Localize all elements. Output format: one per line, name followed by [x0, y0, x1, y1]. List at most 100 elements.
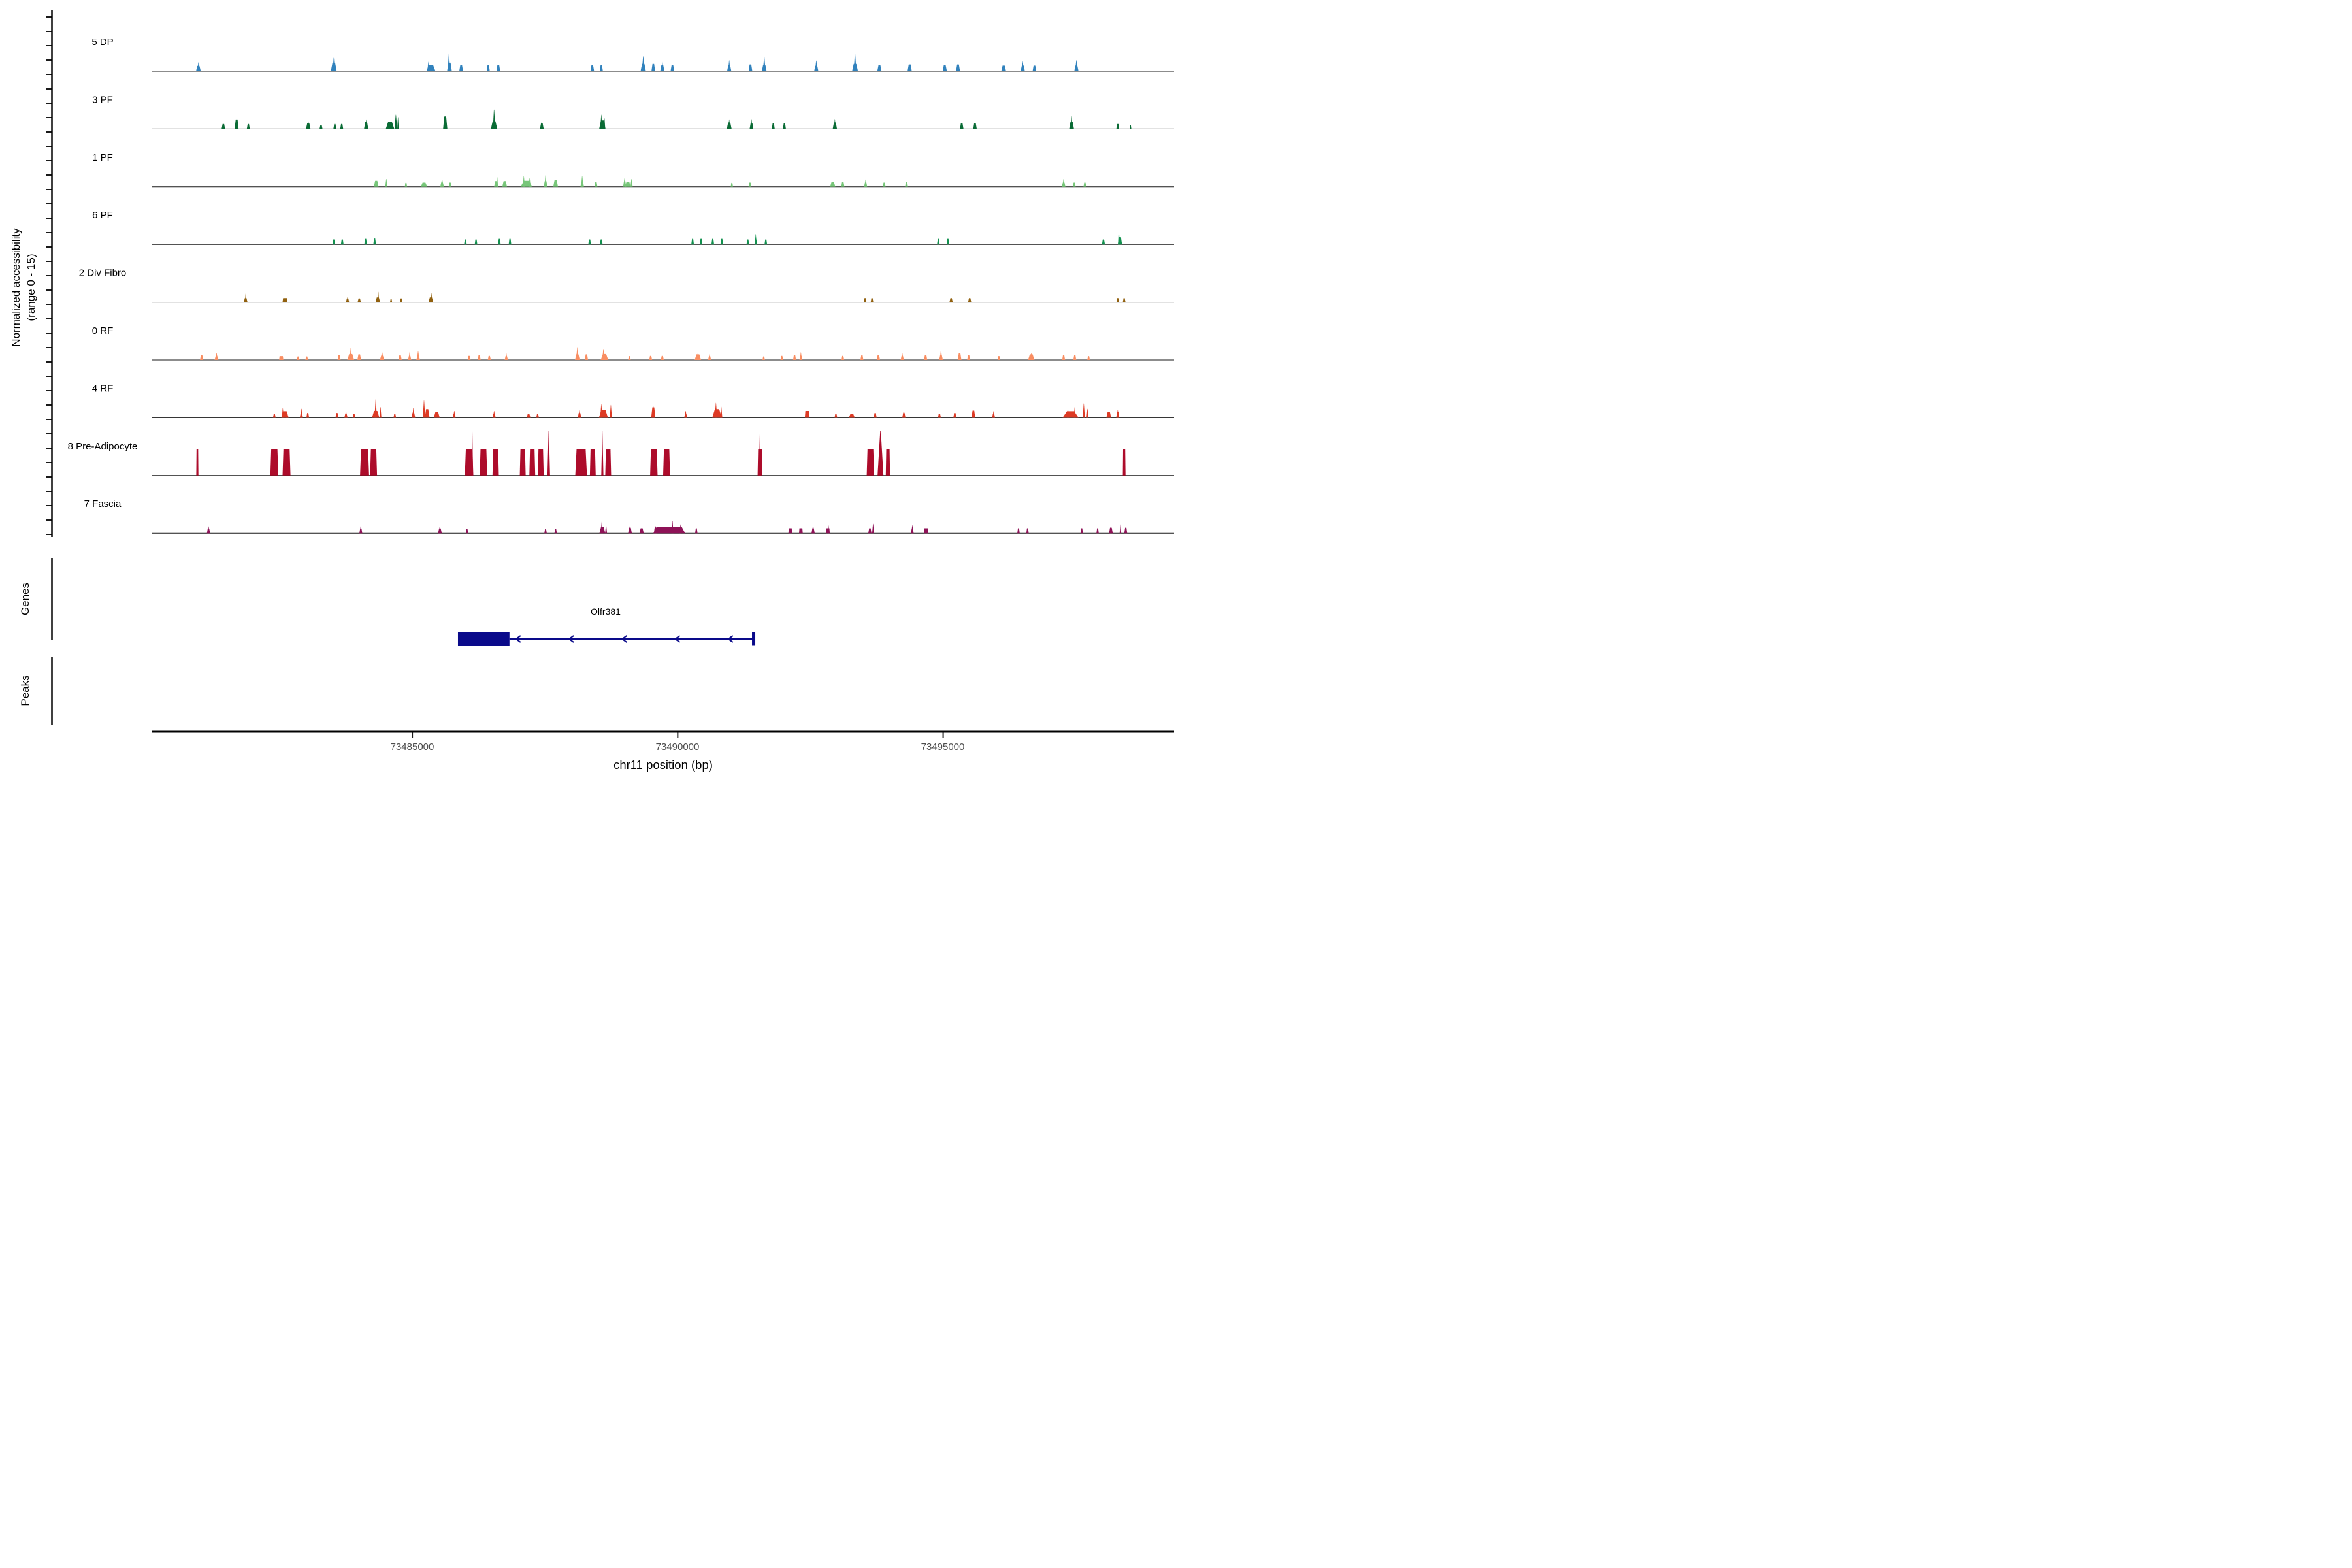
coverage-peak: [772, 123, 775, 129]
coverage-peak: [590, 65, 595, 71]
coverage-peak: [783, 123, 786, 129]
y-axis-label-line2: (range 0 - 15): [25, 254, 37, 321]
coverage-peak: [404, 182, 408, 187]
coverage-peak: [425, 409, 430, 418]
coverage-peak: [600, 404, 602, 418]
coverage-peak: [444, 116, 446, 129]
coverage-peak: [639, 528, 644, 534]
coverage-peak: [1116, 298, 1119, 302]
coverage-peak: [623, 178, 627, 187]
coverage-peak: [453, 414, 456, 418]
gene-model: [457, 632, 756, 646]
coverage-peak: [1062, 355, 1066, 360]
track-label-0-rf: 0 RF: [92, 325, 114, 336]
coverage-peak: [708, 356, 711, 360]
coverage-peak: [305, 356, 308, 360]
coverage-peak: [337, 355, 341, 360]
coverage-peak: [352, 414, 355, 418]
coverage-peak: [474, 239, 478, 245]
coverage-peak: [602, 349, 605, 360]
coverage-peak: [554, 529, 557, 534]
coverage-peak: [478, 355, 481, 360]
coverage-peak: [421, 182, 427, 187]
coverage-peak: [447, 62, 452, 71]
coverage-peak: [684, 414, 687, 418]
gene-strand-arrow-icon: [727, 635, 734, 643]
coverage-peak: [553, 180, 559, 187]
coverage-peak: [946, 238, 949, 245]
coverage-peak: [754, 239, 757, 245]
y-axis-label-line1: Normalized accessibility: [10, 228, 22, 347]
coverage-peak: [661, 355, 664, 360]
track-label-8-pre-adipocyte: 8 Pre-Adipocyte: [68, 441, 138, 452]
gene-strand-arrow-icon: [515, 635, 521, 643]
coverage-peak: [830, 182, 836, 187]
coverage-peak: [937, 238, 940, 245]
coverage-peak: [374, 180, 379, 187]
coverage-peak: [496, 177, 498, 187]
coverage-peak: [246, 123, 250, 129]
coverage-peak: [431, 293, 433, 302]
peaks-panel-label: Peaks: [19, 675, 31, 706]
coverage-peak: [471, 431, 474, 476]
coverage-peak: [335, 413, 338, 418]
coverage-peak: [333, 57, 335, 71]
track-label-6-pf: 6 PF: [92, 210, 113, 221]
coverage-peak: [466, 529, 468, 534]
coverage-peak: [544, 181, 547, 187]
gene-exon: [457, 632, 510, 646]
coverage-peak: [459, 65, 463, 71]
coverage-peak: [214, 356, 219, 360]
coverage-peak: [968, 298, 972, 302]
coverage-peak: [378, 291, 380, 302]
x-axis-tick-label: 73490000: [656, 742, 700, 753]
coverage-peak: [885, 449, 890, 476]
coverage-peak: [600, 239, 603, 245]
coverage-peak: [874, 413, 877, 418]
gene-strand-arrow-icon: [568, 635, 574, 643]
coverage-peak: [440, 182, 444, 187]
coverage-peak: [588, 239, 591, 245]
coverage-peak: [529, 178, 531, 187]
coverage-peak: [360, 449, 369, 476]
coverage-peak: [1122, 298, 1126, 302]
coverage-plot-figure: Normalized accessibility (range 0 - 15) …: [0, 0, 1176, 784]
coverage-peak: [1096, 528, 1099, 534]
coverage-peak: [1032, 65, 1037, 71]
coverage-peak: [942, 65, 947, 71]
coverage-peak: [625, 182, 631, 187]
coverage-peak: [1122, 449, 1126, 476]
coverage-peak: [712, 409, 722, 418]
track-label-1-pf: 1 PF: [92, 152, 113, 163]
tracks-signal: [196, 52, 1132, 534]
coverage-peak: [393, 414, 397, 418]
x-axis-title: chr11 position (bp): [613, 758, 713, 772]
coverage-peak: [852, 63, 858, 71]
coverage-peak: [529, 449, 536, 476]
coverage-peak: [762, 356, 765, 360]
coverage-peak: [997, 356, 1000, 360]
coverage-peak: [953, 413, 956, 418]
coverage-peak: [653, 527, 685, 534]
coverage-peak: [504, 356, 508, 360]
coverage-peak: [498, 238, 501, 245]
coverage-peak: [938, 414, 941, 418]
coverage-peak: [486, 65, 490, 71]
coverage-peak: [282, 408, 284, 418]
coverage-peak: [340, 123, 344, 129]
coverage-peak: [575, 449, 587, 476]
coverage-peak: [580, 182, 584, 187]
coverage-peak: [492, 449, 499, 476]
coverage-peak: [279, 356, 284, 360]
coverage-peak: [394, 114, 397, 129]
coverage-peak: [748, 64, 753, 71]
coverage-peak: [408, 355, 412, 360]
coverage-peak: [877, 355, 880, 360]
coverage-peak: [1087, 356, 1090, 360]
coverage-peak: [272, 414, 276, 418]
plot-canvas: Normalized accessibility (range 0 - 15) …: [10, 10, 1174, 772]
coverage-peak: [374, 399, 377, 418]
coverage-peak: [866, 449, 874, 476]
coverage-peak: [640, 63, 646, 71]
coverage-peak: [380, 355, 384, 360]
